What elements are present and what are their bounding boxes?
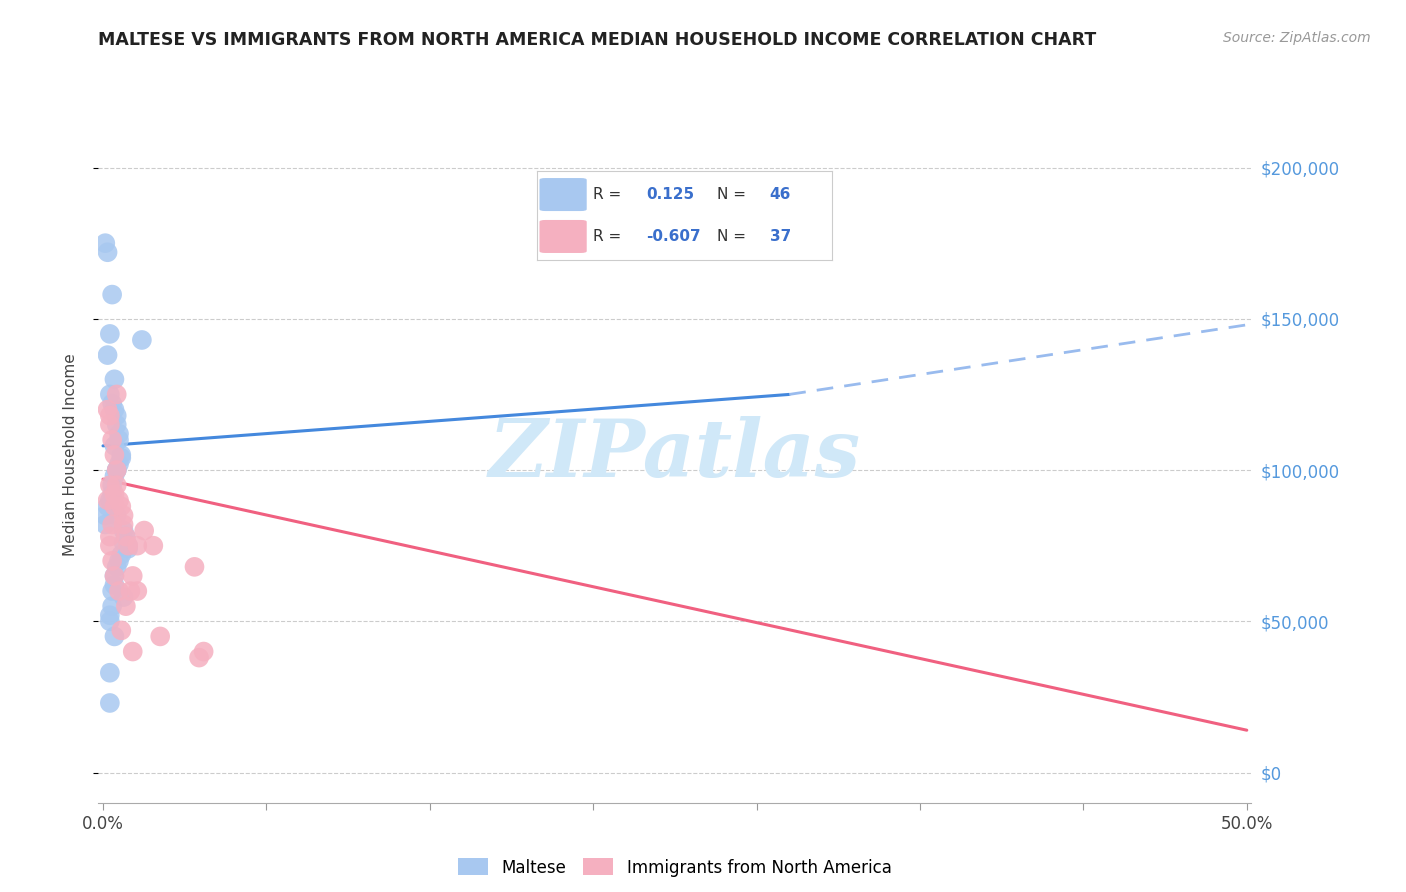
Point xyxy=(94,508,117,523)
Text: ZIPatlas: ZIPatlas xyxy=(489,417,860,493)
Point xyxy=(127,584,149,599)
Point xyxy=(115,599,138,614)
Point xyxy=(103,469,125,483)
Point xyxy=(188,650,211,665)
Point xyxy=(101,478,124,492)
Text: 37: 37 xyxy=(770,228,792,244)
Point xyxy=(105,508,128,523)
Point xyxy=(103,372,125,386)
Point xyxy=(110,500,132,514)
Point xyxy=(112,524,135,538)
Text: Source: ZipAtlas.com: Source: ZipAtlas.com xyxy=(1223,31,1371,45)
Point xyxy=(108,457,131,471)
Point xyxy=(103,578,125,592)
Point xyxy=(97,500,120,514)
Point xyxy=(97,493,120,508)
Point xyxy=(101,517,124,532)
Y-axis label: Median Household Income: Median Household Income xyxy=(63,353,77,557)
Point xyxy=(98,417,121,432)
Point xyxy=(97,402,120,417)
Point xyxy=(131,333,153,347)
Point xyxy=(108,493,131,508)
Point xyxy=(105,387,128,401)
Point xyxy=(98,539,121,553)
Point xyxy=(101,599,124,614)
Point xyxy=(112,590,135,604)
Point xyxy=(120,584,142,599)
Point xyxy=(103,500,125,514)
Point xyxy=(121,644,143,658)
Point xyxy=(98,326,121,341)
Point xyxy=(103,402,125,417)
Point xyxy=(105,417,128,432)
Point xyxy=(98,696,121,710)
Point xyxy=(97,245,120,260)
Point xyxy=(117,539,139,553)
Text: 46: 46 xyxy=(770,186,792,202)
Point xyxy=(105,463,128,477)
Point xyxy=(98,608,121,623)
Point xyxy=(94,236,117,251)
Point xyxy=(101,287,124,301)
Point xyxy=(105,478,128,492)
Text: R =: R = xyxy=(593,186,626,202)
Point xyxy=(112,508,135,523)
Point xyxy=(183,559,205,574)
Point xyxy=(110,624,132,638)
Point xyxy=(117,541,139,556)
Text: MALTESE VS IMMIGRANTS FROM NORTH AMERICA MEDIAN HOUSEHOLD INCOME CORRELATION CHA: MALTESE VS IMMIGRANTS FROM NORTH AMERICA… xyxy=(98,31,1097,49)
Point xyxy=(98,387,121,401)
Text: 0.125: 0.125 xyxy=(645,186,695,202)
Point xyxy=(105,409,128,423)
Point xyxy=(98,493,121,508)
Point xyxy=(101,433,124,447)
Point xyxy=(94,517,117,532)
Point xyxy=(112,535,135,549)
Point xyxy=(103,439,125,453)
Point xyxy=(121,569,143,583)
Point xyxy=(98,665,121,680)
Point xyxy=(101,554,124,568)
Text: N =: N = xyxy=(717,228,751,244)
Point xyxy=(142,539,165,553)
Point xyxy=(103,569,125,583)
Point xyxy=(98,615,121,629)
Point xyxy=(110,548,132,562)
Point xyxy=(101,584,124,599)
Point xyxy=(105,463,128,477)
Text: R =: R = xyxy=(593,228,626,244)
Point xyxy=(105,559,128,574)
Point xyxy=(105,463,128,477)
Point xyxy=(193,644,215,658)
Point xyxy=(134,524,156,538)
FancyBboxPatch shape xyxy=(540,178,586,211)
Point xyxy=(103,487,125,501)
Legend: Maltese, Immigrants from North America: Maltese, Immigrants from North America xyxy=(450,850,900,885)
Point xyxy=(108,433,131,447)
Point xyxy=(103,629,125,643)
Text: -0.607: -0.607 xyxy=(645,228,700,244)
Point xyxy=(108,584,131,599)
Point xyxy=(98,530,121,544)
Point xyxy=(110,448,132,462)
Point xyxy=(101,487,124,501)
Point xyxy=(127,539,149,553)
Point xyxy=(108,426,131,441)
Point xyxy=(101,396,124,410)
FancyBboxPatch shape xyxy=(540,220,586,253)
Point xyxy=(115,530,138,544)
Point xyxy=(103,569,125,583)
Point xyxy=(108,554,131,568)
Point xyxy=(149,629,172,643)
Point xyxy=(97,348,120,362)
Text: N =: N = xyxy=(717,186,751,202)
Point xyxy=(117,539,139,553)
Point xyxy=(112,517,135,532)
Point xyxy=(98,478,121,492)
Point xyxy=(110,450,132,465)
Point xyxy=(103,448,125,462)
Point xyxy=(115,530,138,544)
Point xyxy=(98,409,121,423)
